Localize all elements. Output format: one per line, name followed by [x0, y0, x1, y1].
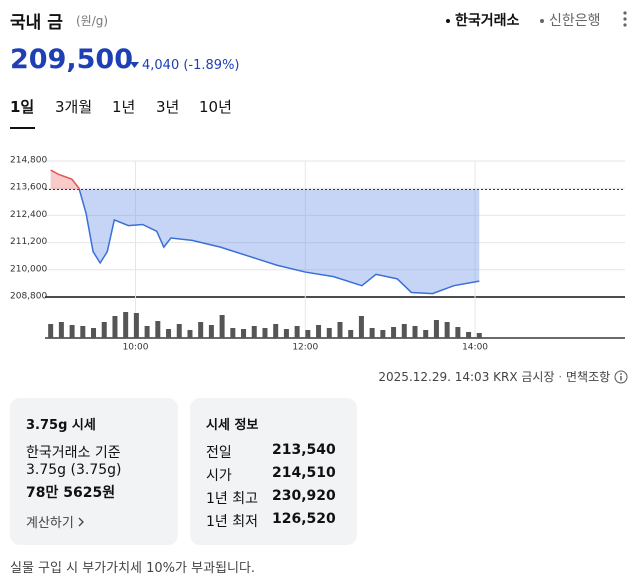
volume-bar — [401, 324, 407, 338]
volume-bar — [412, 326, 418, 338]
volume-bar — [91, 328, 97, 338]
down-arrow — [130, 62, 139, 68]
unit: (원/g) — [76, 14, 109, 28]
row-label: 1년 최저 — [206, 514, 258, 530]
tab[interactable]: 10년 — [199, 98, 232, 116]
volume-bar — [123, 312, 129, 338]
volume-bar — [283, 329, 289, 338]
price: 209,500 — [10, 44, 133, 75]
source-label: 한국거래소 — [455, 13, 520, 29]
y-tick-label: 210,000 — [10, 264, 47, 274]
volume-bar — [144, 326, 150, 338]
volume-bar — [230, 328, 236, 338]
volume-bar — [337, 322, 343, 338]
volume-bar — [348, 330, 354, 338]
info-icon[interactable] — [614, 370, 628, 384]
more-icon[interactable] — [622, 10, 628, 28]
source-label: 신한은행 — [549, 13, 601, 29]
row-label: 시가 — [206, 468, 232, 484]
volume-bar — [48, 324, 54, 338]
calc-link[interactable]: 계산하기 — [26, 512, 84, 531]
timestamp: 2025.12.29. 14:03 KRX 금시장 — [378, 370, 555, 384]
chart: 214,800 213,600 212,400 211,200 210,000 208,8… — [10, 156, 625, 353]
card-amount: 78만 5625원 — [26, 485, 116, 501]
tab[interactable]: 1일 — [10, 98, 35, 116]
volume-bar — [466, 332, 472, 338]
row-value: 213,540 — [272, 442, 336, 458]
change-pct: (-1.89%) — [183, 58, 240, 73]
volume-bar — [112, 316, 118, 338]
area-down — [79, 189, 480, 294]
tab-underline — [10, 127, 35, 129]
y-tick-label: 214,800 — [10, 156, 47, 166]
card-line: 3.75g (3.75g) — [26, 462, 122, 478]
x-tick-label: 12:00 — [292, 343, 318, 353]
volume-bar — [294, 326, 300, 338]
volume-bar — [326, 328, 332, 338]
volume-bar — [166, 329, 172, 338]
change: 4,040 (-1.89%) — [142, 58, 240, 73]
disclaimer[interactable]: 면책조항 — [566, 370, 611, 384]
title: 국내 금 — [10, 13, 63, 33]
volume-bar — [369, 328, 375, 338]
timestamp-row: 2025.12.29. 14:03 KRX 금시장 · 면책조항 — [378, 368, 628, 385]
y-tick-label: 212,400 — [10, 210, 47, 220]
volume-bar — [455, 327, 461, 338]
row-value: 214,510 — [272, 465, 336, 481]
volume-bar — [208, 325, 214, 338]
link-label: 계산하기 — [26, 516, 74, 531]
row-value: 126,520 — [272, 511, 336, 527]
row-value: 230,920 — [272, 488, 336, 504]
note: 실물 구입 시 부가가치세 10%가 부과됩니다. — [10, 561, 256, 576]
volume-bar — [241, 329, 247, 338]
tab[interactable]: 1년 — [112, 98, 136, 116]
volume-bar — [273, 324, 279, 338]
card-line: 한국거래소 기준 — [26, 445, 121, 461]
volume-bar — [80, 326, 86, 338]
source-tab[interactable]: 신한은행 — [540, 10, 601, 30]
volume-bar — [316, 325, 322, 338]
chevron — [78, 517, 84, 527]
volume-bar — [380, 330, 386, 338]
price-line-down — [78, 189, 480, 295]
source-tab[interactable]: 한국거래소 — [446, 10, 519, 30]
volume-bar — [101, 322, 107, 338]
volume-bar — [391, 327, 397, 338]
row-label: 1년 최고 — [206, 491, 258, 507]
x-tick-label: 14:00 — [462, 343, 488, 353]
y-tick-label: 211,200 — [10, 237, 47, 247]
volume-bar — [133, 313, 139, 338]
card: 시세 정보 전일 213,540 시가 214,510 1년 최고 230,92… — [190, 398, 357, 545]
volume-bar — [155, 321, 161, 338]
volume-bar — [305, 330, 311, 338]
x-tick-label: 10:00 — [123, 343, 149, 353]
tab[interactable]: 3년 — [156, 98, 180, 116]
change-value: 4,040 — [142, 58, 180, 73]
volume-bar — [358, 316, 364, 338]
row-label: 전일 — [206, 445, 232, 461]
y-tick-label: 213,600 — [10, 183, 47, 193]
volume-bar — [476, 333, 482, 338]
card-title: 3.75g 시세 — [26, 418, 96, 433]
volume-bar — [69, 325, 75, 338]
volume-bar — [187, 330, 193, 338]
volume-bar — [251, 326, 257, 338]
y-tick-label: 208,800 — [10, 292, 47, 302]
volume-bar — [444, 322, 450, 338]
volume-bar — [423, 330, 429, 338]
tab[interactable]: 3개월 — [55, 98, 93, 116]
volume-bar — [262, 328, 268, 338]
card-title: 시세 정보 — [206, 418, 259, 433]
volume-bar — [219, 315, 225, 338]
volume-bar — [433, 320, 439, 338]
volume-bar — [176, 324, 182, 338]
volume-bar — [198, 322, 204, 338]
card: 3.75g 시세 한국거래소 기준 3.75g (3.75g) 78만 5625… — [10, 398, 178, 545]
volume-bar — [58, 322, 64, 338]
